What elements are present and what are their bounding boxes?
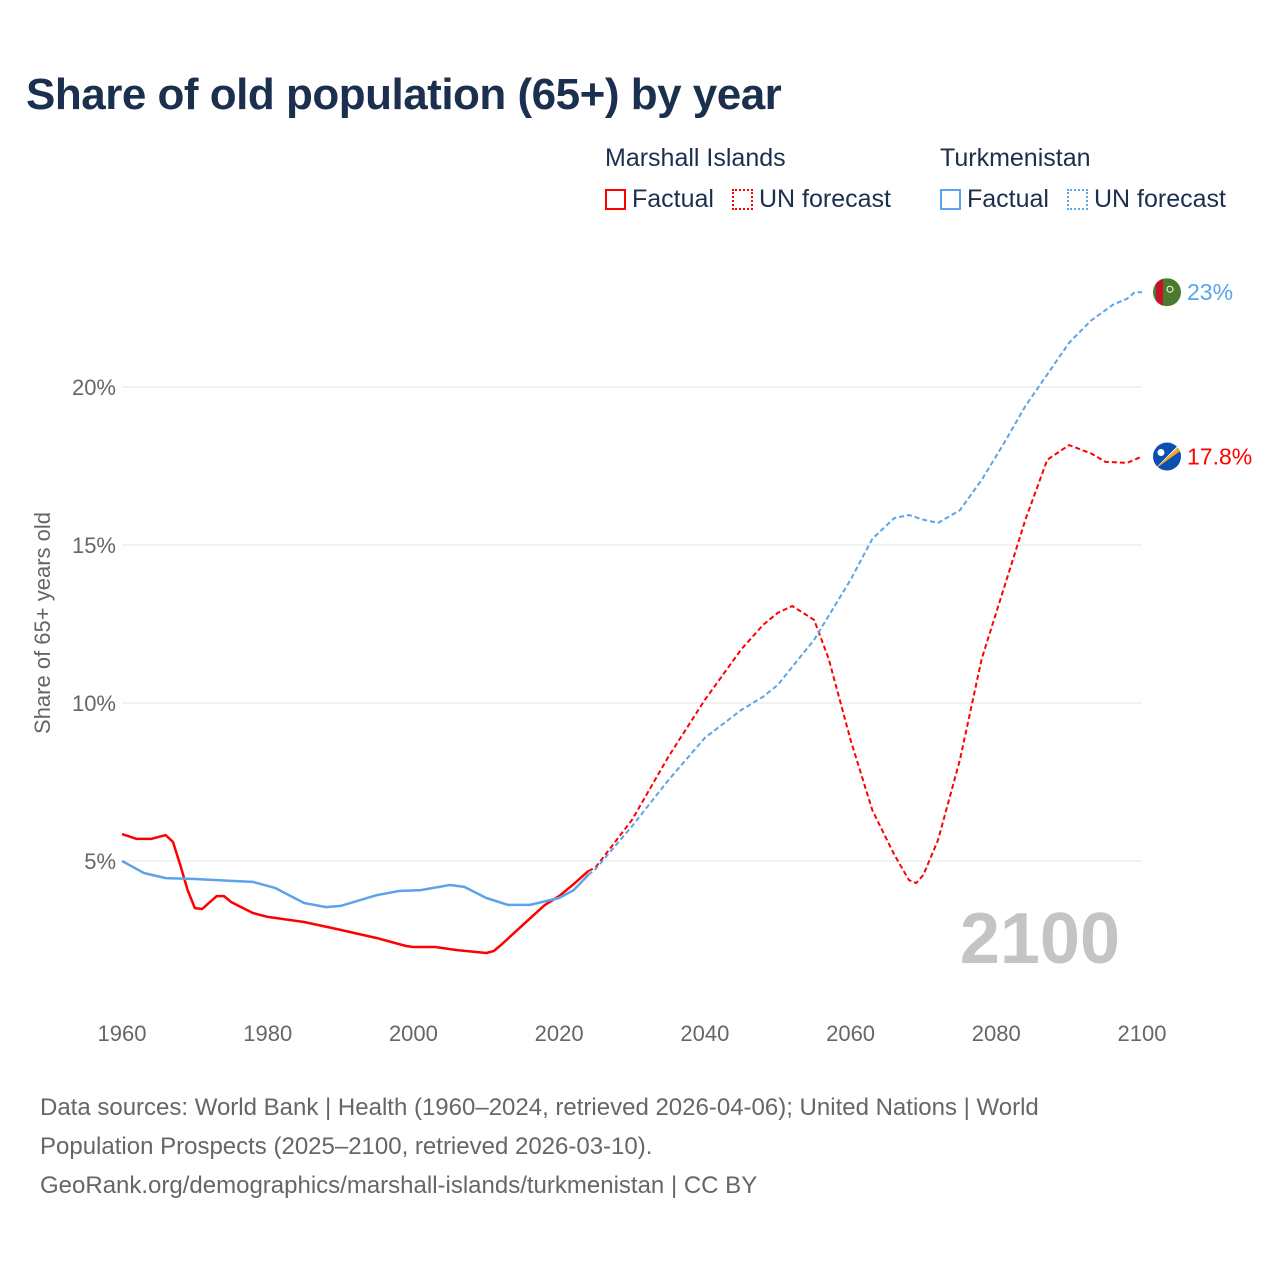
legend-group-turkmenistan: Turkmenistan Factual UN forecast: [940, 144, 1226, 214]
turkmenistan-forecast-line: [587, 291, 1142, 876]
x-tick-label: 2100: [1118, 1021, 1167, 1046]
line-chart: 5% 10% 15% 20% 1960 1980 2000 2020 2040 2060 2080 2…: [30, 278, 1252, 1046]
legend-label: UN forecast: [758, 185, 891, 213]
x-tick-label: 2020: [535, 1021, 584, 1046]
y-axis-label: Share of 65+ years old: [30, 512, 55, 734]
end-value-label: 23%: [1187, 279, 1233, 305]
legend-item-forecast[interactable]: UN forecast: [1066, 185, 1226, 214]
marshall-islands-factual-line: [121, 832, 590, 955]
legend-group-marshall-islands: Marshall Islands Factual UN forecast: [605, 144, 891, 214]
legend-item-factual[interactable]: Factual: [605, 185, 714, 214]
legend-item-forecast[interactable]: UN forecast: [731, 185, 891, 214]
flag-stripe: [1156, 278, 1163, 307]
chart-title: Share of old population (65+) by year: [26, 70, 782, 119]
legend-country-name: Turkmenistan: [940, 144, 1091, 172]
turkmenistan-factual-line: [121, 859, 590, 909]
legend-label: UN forecast: [1093, 185, 1226, 213]
legend-swatch-dotted: [731, 189, 753, 210]
y-tick-label: 10%: [72, 691, 116, 716]
legend-swatch-solid: [940, 189, 961, 210]
flag-stripe-white: [1153, 442, 1181, 471]
flag-crescent: [1166, 285, 1174, 293]
flag-body: [1153, 278, 1181, 307]
source-line: Population Prospects (2025–2100, retriev…: [40, 1133, 653, 1160]
x-tick-label: 2000: [389, 1021, 438, 1046]
source-note: Data sources: World Bank | Health (1960–…: [40, 1088, 1240, 1205]
legend-item-factual[interactable]: Factual: [940, 185, 1049, 214]
flag-star: [1157, 449, 1165, 457]
legend-label: Factual: [967, 185, 1049, 213]
year-watermark: 2100: [960, 899, 1120, 979]
legend-swatch-solid: [605, 189, 626, 210]
end-value-label: 17.8%: [1187, 444, 1252, 470]
x-tick-label: 2040: [680, 1021, 729, 1046]
x-tick-label: 2080: [972, 1021, 1021, 1046]
source-link[interactable]: GeoRank.org/demographics/marshall-island…: [40, 1172, 758, 1199]
x-tick-label: 1960: [98, 1021, 147, 1046]
marshall-islands-flag-icon: [1153, 442, 1181, 471]
source-line: Data sources: World Bank | Health (1960–…: [40, 1094, 1039, 1121]
marshall-islands-forecast-line: [587, 443, 1143, 885]
y-tick-label: 5%: [84, 849, 116, 874]
turkmenistan-flag-icon: [1153, 278, 1181, 307]
legend-swatch-dotted: [1066, 189, 1088, 210]
y-tick-label: 15%: [72, 533, 116, 558]
flag-body: [1153, 442, 1181, 471]
x-tick-label: 2060: [826, 1021, 875, 1046]
y-tick-label: 20%: [72, 375, 116, 400]
legend-country-name: Marshall Islands: [605, 144, 786, 172]
legend-label: Factual: [632, 185, 714, 213]
x-tick-label: 1980: [243, 1021, 292, 1046]
